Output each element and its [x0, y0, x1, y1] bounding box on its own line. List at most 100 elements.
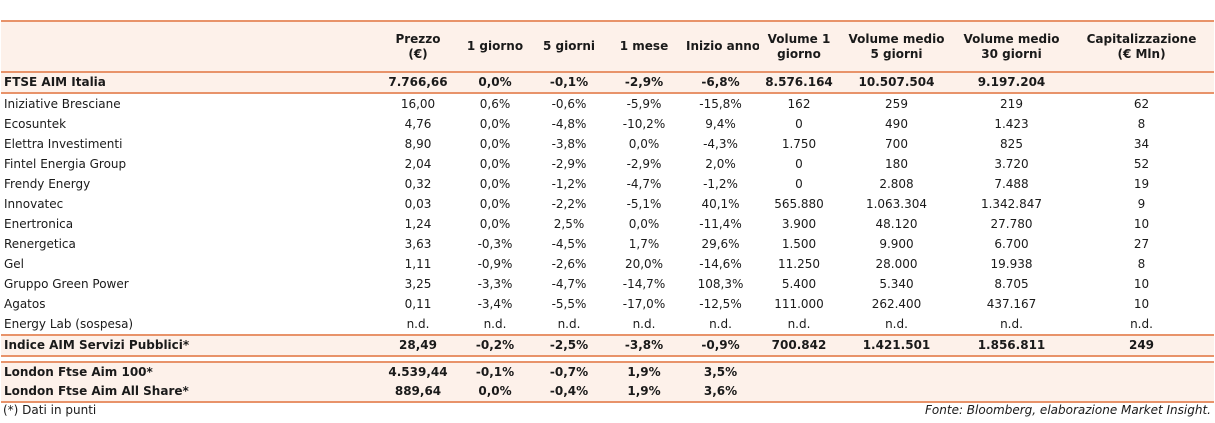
cell-value: -14,7% [622, 277, 666, 291]
cell-value: 9.197.204 [954, 72, 1069, 94]
column-header: Inizio anno [682, 20, 759, 73]
cell-value: 5.400 [781, 277, 817, 291]
cell-value: n.d. [1000, 317, 1023, 331]
header-row: Prezzo (€) 1 giorno 5 giorni 1 mese Inizio an… [1, 20, 1214, 73]
cell-value: 9 [1137, 197, 1146, 211]
cell-value: -3,8% [606, 334, 682, 357]
cell-value: 5.340 [879, 277, 914, 291]
cell-value: n.d. [1130, 317, 1153, 331]
table-row: Fintel Energia Group 2,04 0,0% -2,9% -2,9% 2,… [1, 154, 1214, 174]
cell-value: 1.856.811 [954, 334, 1069, 357]
cell-value [839, 361, 954, 382]
cell-value: 2,0% [705, 157, 736, 171]
cell-value: 1,24 [404, 217, 432, 231]
cell-value: 62 [1133, 97, 1150, 111]
cell-value [1069, 382, 1214, 403]
cell-value: 0,0% [479, 117, 511, 131]
cell-value: 8 [1137, 257, 1146, 271]
cell-value: -3,8% [551, 137, 587, 151]
cell-value: -0,9% [477, 257, 513, 271]
cell-value: 259 [885, 97, 908, 111]
index-row-ftse-aim: FTSE AIM Italia 7.766,66 0,0% -0,1% -2,9% -6,… [1, 72, 1214, 94]
cell-value: -6,8% [682, 72, 759, 94]
cell-value: 2,04 [404, 157, 432, 171]
row-label: Renergetica [4, 237, 76, 251]
cell-value: 10 [1133, 297, 1150, 311]
cell-value: -1,2% [703, 177, 738, 191]
cell-value: 19.938 [990, 257, 1033, 271]
cell-value [954, 382, 1069, 403]
cell-value: 8.705 [994, 277, 1029, 291]
cell-value: 19 [1133, 177, 1150, 191]
table-row: Enertronica 1,24 0,0% 2,5% 0,0% -11,4% 3.900 48… [1, 214, 1214, 234]
row-label: Agatos [4, 297, 46, 311]
cell-value: 6.700 [994, 237, 1029, 251]
cell-value [839, 382, 954, 403]
cell-value: -10,2% [622, 117, 666, 131]
cell-value: -0,1% [458, 361, 532, 382]
cell-value: 0,11 [404, 297, 432, 311]
source-note: Fonte: Bloomberg, elaborazione Market In… [925, 403, 1211, 417]
cell-value: -3,3% [477, 277, 513, 291]
table-row: Agatos 0,11 -3,4% -5,5% -17,0% -12,5% 111.000 2… [1, 294, 1214, 314]
cell-value: 565.880 [774, 197, 824, 211]
cell-value: 0,32 [404, 177, 432, 191]
row-spacer [1, 356, 1214, 362]
cell-value: 10.507.504 [839, 72, 954, 94]
row-label: Iniziative Bresciane [4, 97, 121, 111]
cell-value: -2,9% [606, 72, 682, 94]
column-header: Capitalizzazione (€ Mln) [1069, 20, 1214, 73]
table-row: Ecosuntek 4,76 0,0% -4,8% -10,2% 9,4% 0 490 1.42… [1, 114, 1214, 134]
cell-value: 9,4% [705, 117, 736, 131]
cell-value: 3,5% [682, 361, 759, 382]
row-label: Fintel Energia Group [4, 157, 127, 171]
cell-value: 262.400 [871, 297, 922, 311]
cell-value: 889,64 [378, 382, 458, 403]
cell-value: n.d. [787, 317, 811, 331]
cell-value: 4.539,44 [378, 361, 458, 382]
cell-value: 3,63 [404, 237, 432, 251]
cell-value: 40,1% [701, 197, 740, 211]
cell-value: -1,2% [551, 177, 587, 191]
cell-value: 2,5% [553, 217, 585, 231]
cell-value: 437.167 [986, 297, 1037, 311]
row-label: Indice AIM Servizi Pubblici* [1, 334, 378, 357]
cell-value: 3,25 [404, 277, 432, 291]
cell-value: -0,7% [532, 361, 606, 382]
cell-value: 0,0% [479, 197, 511, 211]
cell-value: 4,76 [404, 117, 432, 131]
cell-value: 52 [1133, 157, 1150, 171]
cell-value: -2,5% [532, 334, 606, 357]
row-label: Gruppo Green Power [4, 277, 129, 291]
cell-value: -4,7% [551, 277, 587, 291]
cell-value: 0 [795, 117, 803, 131]
market-table: Prezzo (€) 1 giorno 5 giorni 1 mese Inizio an… [1, 20, 1214, 403]
cell-value: 0,0% [458, 72, 532, 94]
cell-value: 1,9% [606, 382, 682, 403]
cell-value: 0,0% [479, 157, 511, 171]
cell-value: 0,0% [458, 382, 532, 403]
cell-value: 10 [1133, 277, 1150, 291]
row-label: Elettra Investimenti [4, 137, 123, 151]
cell-value: 180 [885, 157, 908, 171]
cell-value: -2,9% [551, 157, 587, 171]
cell-value: 1.500 [781, 237, 817, 251]
cell-value: 700.842 [759, 334, 839, 357]
cell-value: 490 [885, 117, 908, 131]
column-header: Volume 1 giorno [759, 20, 839, 73]
cell-value: 9.900 [879, 237, 914, 251]
cell-value: 1,11 [404, 257, 432, 271]
cell-value: 34 [1133, 137, 1150, 151]
row-label: Gel [4, 257, 25, 271]
row-label: Enertronica [4, 217, 74, 231]
cell-value: 825 [1000, 137, 1023, 151]
row-label: London Ftse Aim 100* [1, 361, 378, 382]
footnote: (*) Dati in punti [3, 403, 97, 417]
cell-value: -14,6% [699, 257, 742, 271]
column-header: 5 giorni [532, 20, 606, 73]
table-row: Energy Lab (sospesa) n.d. n.d. n.d. n.d. n.d.… [1, 314, 1214, 335]
cell-value: 1.750 [781, 137, 817, 151]
index-row-london-100: London Ftse Aim 100* 4.539,44 -0,1% -0,7% 1,… [1, 361, 1214, 382]
cell-value: 0,0% [479, 217, 511, 231]
